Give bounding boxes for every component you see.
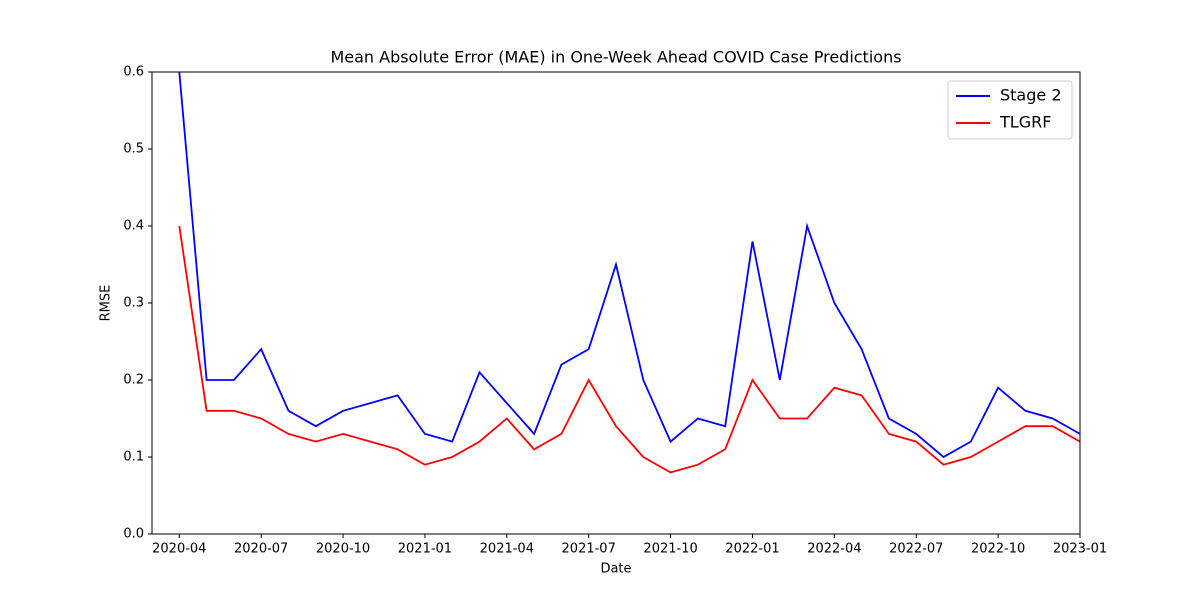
x-tick-label: 2022-10: [971, 542, 1025, 557]
x-tick-label: 2022-01: [725, 542, 779, 557]
x-tick-label: 2021-04: [480, 542, 534, 557]
y-tick-label: 0.5: [123, 142, 144, 157]
x-tick-label: 2022-04: [807, 542, 861, 557]
x-axis-label: Date: [600, 562, 631, 577]
legend-label: Stage 2: [1000, 86, 1062, 105]
y-tick-label: 0.4: [123, 219, 144, 234]
x-tick-label: 2020-10: [316, 542, 370, 557]
series-line: [178, 225, 1080, 474]
y-tick-label: 0.0: [123, 527, 144, 542]
x-tick-label: 2020-04: [152, 542, 206, 557]
plot-area: [178, 72, 1080, 474]
series-line: [178, 72, 1080, 459]
y-tick-label: 0.2: [123, 373, 144, 388]
x-tick-label: 2020-07: [234, 542, 288, 557]
y-tick-label: 0.1: [123, 450, 144, 465]
y-axis-label: RMSE: [99, 285, 114, 322]
x-tick-label: 2021-01: [398, 542, 452, 557]
x-tick-label: 2021-07: [562, 542, 616, 557]
y-tick-label: 0.3: [123, 296, 144, 311]
x-tick-label: 2021-10: [643, 542, 697, 557]
legend-label: TLGRF: [999, 113, 1051, 132]
x-tick-label: 2023-01: [1053, 542, 1107, 557]
y-tick-label: 0.6: [123, 65, 144, 80]
chart-title: Mean Absolute Error (MAE) in One-Week Ah…: [330, 48, 901, 67]
x-tick-label: 2022-07: [889, 542, 943, 557]
axes-frame: [151, 71, 1081, 535]
